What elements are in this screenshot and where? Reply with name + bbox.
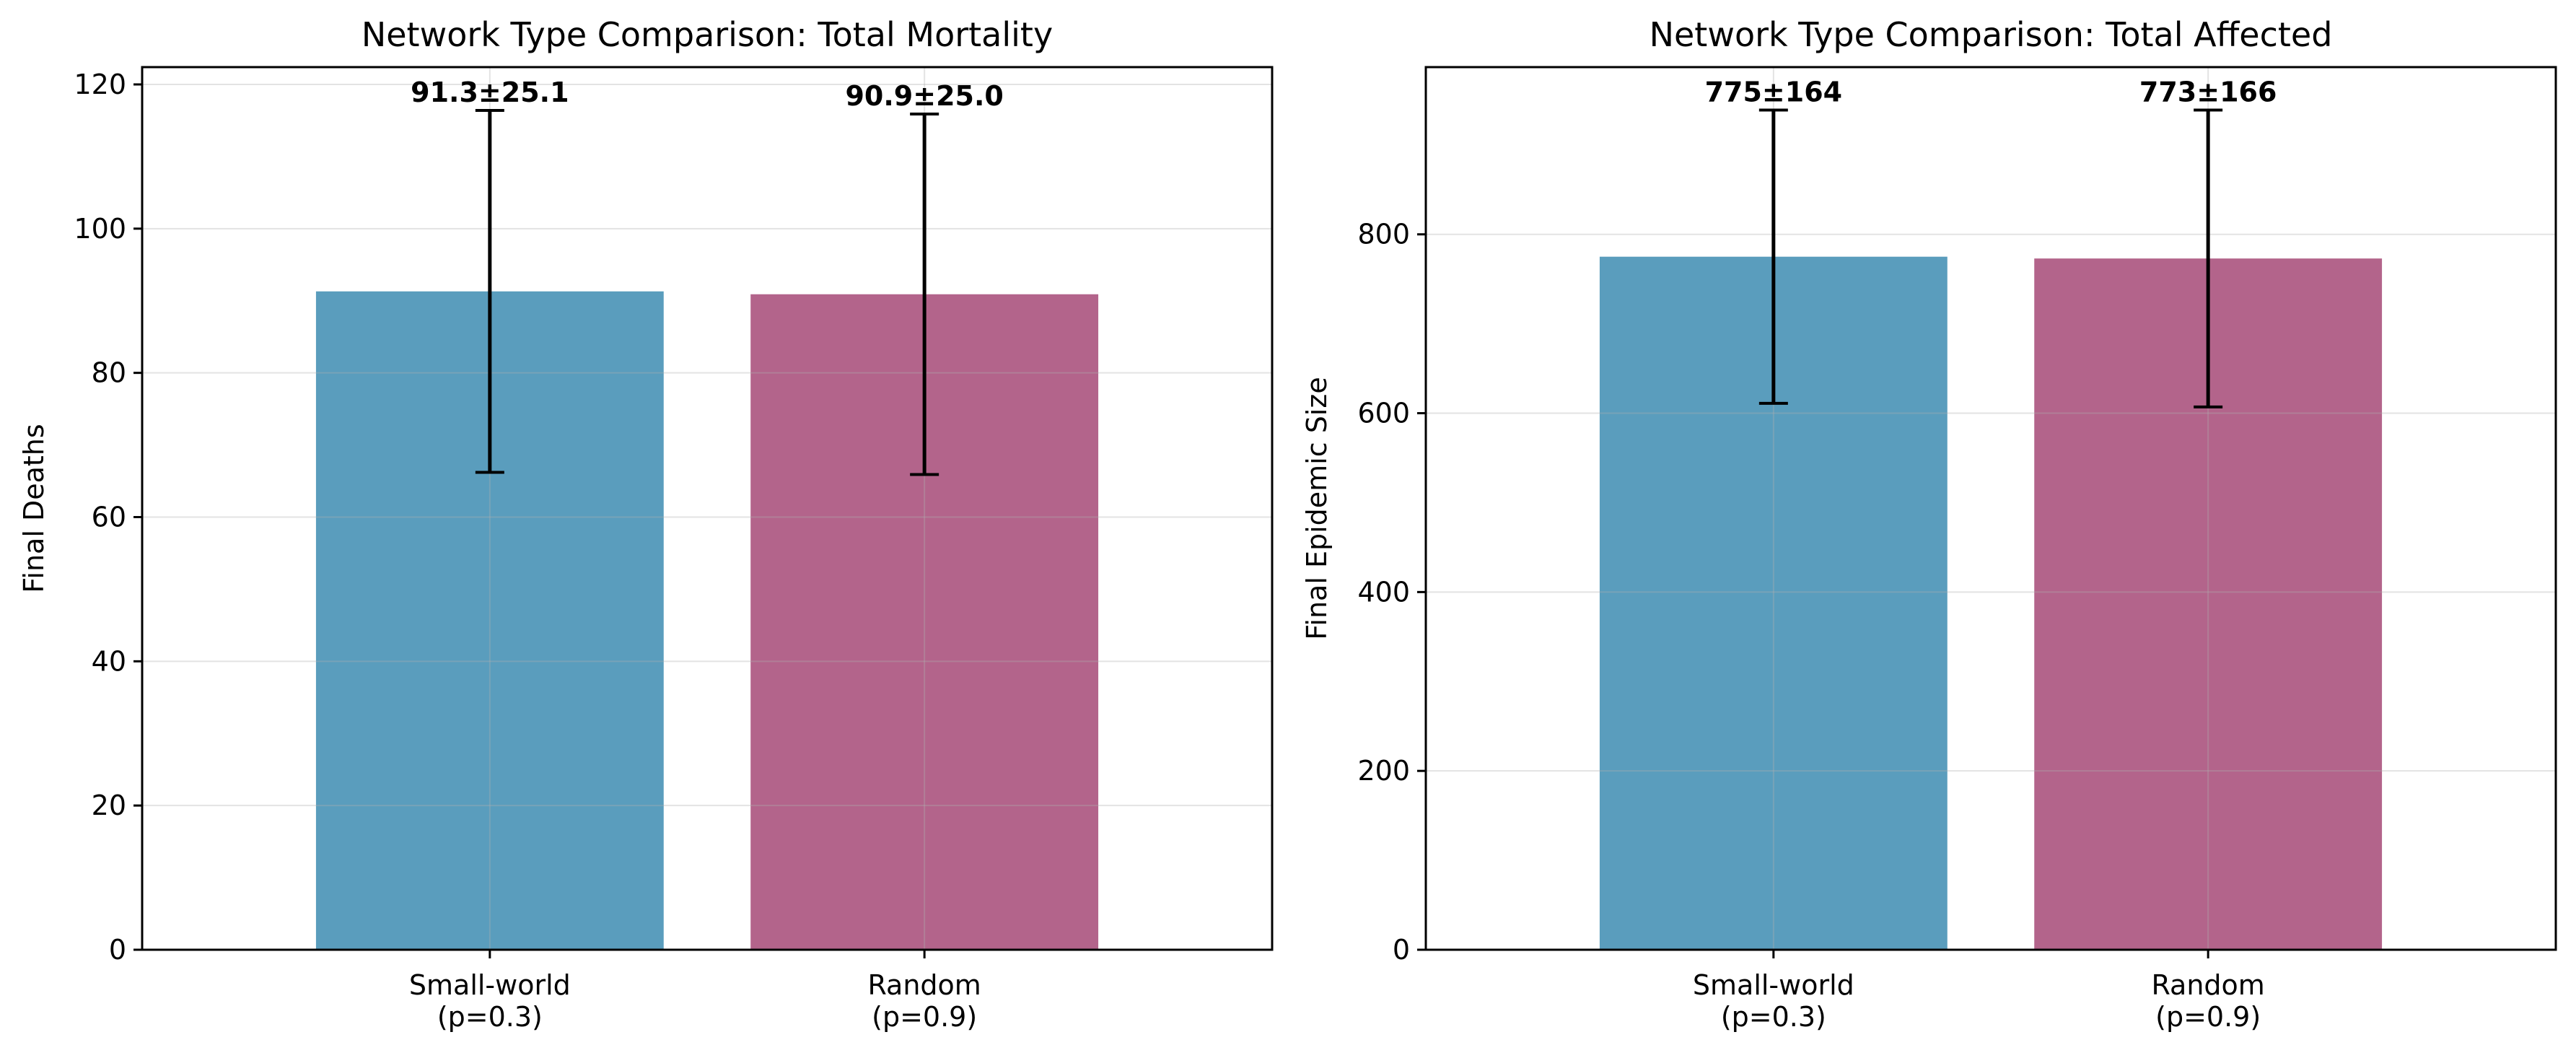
y-tick-label: 120 [74,69,126,100]
y-tick-label: 60 [92,501,126,533]
data-label: 90.9±25.0 [845,80,1003,112]
y-tick-label: 20 [92,790,126,821]
axes-frame [1424,66,2557,951]
y-tick-label: 100 [74,213,126,245]
x-tick-label: Small-world (p=0.3) [409,969,571,1033]
y-tick-label: 400 [1357,576,1410,608]
data-label: 775±164 [1705,76,1842,108]
x-tick-label: Random (p=0.9) [2151,969,2264,1033]
y-tick-label: 0 [1393,934,1410,966]
y-tick-label: 600 [1357,398,1410,429]
data-label: 773±166 [2139,76,2277,108]
chart-panel-affected: Network Type Comparison: Total Affected … [1301,15,2557,1033]
y-tick-label: 40 [92,645,126,677]
data-label: 91.3±25.1 [411,76,569,108]
x-tick-label: Small-world (p=0.3) [1693,969,1854,1033]
y-axis-label: Final Epidemic Size [1301,377,1333,639]
axes-frame [141,66,1274,951]
y-tick-label: 0 [109,934,126,966]
x-tick-label: Random (p=0.9) [867,969,981,1033]
chart-panel-mortality: Network Type Comparison: Total Mortality… [18,15,1274,1033]
y-tick-label: 200 [1357,755,1410,787]
y-tick-label: 80 [92,357,126,389]
y-axis-label: Final Deaths [18,424,50,593]
y-tick-label: 800 [1357,219,1410,250]
chart-title: Network Type Comparison: Total Affected [1650,15,2333,54]
chart-title: Network Type Comparison: Total Mortality [362,15,1053,54]
